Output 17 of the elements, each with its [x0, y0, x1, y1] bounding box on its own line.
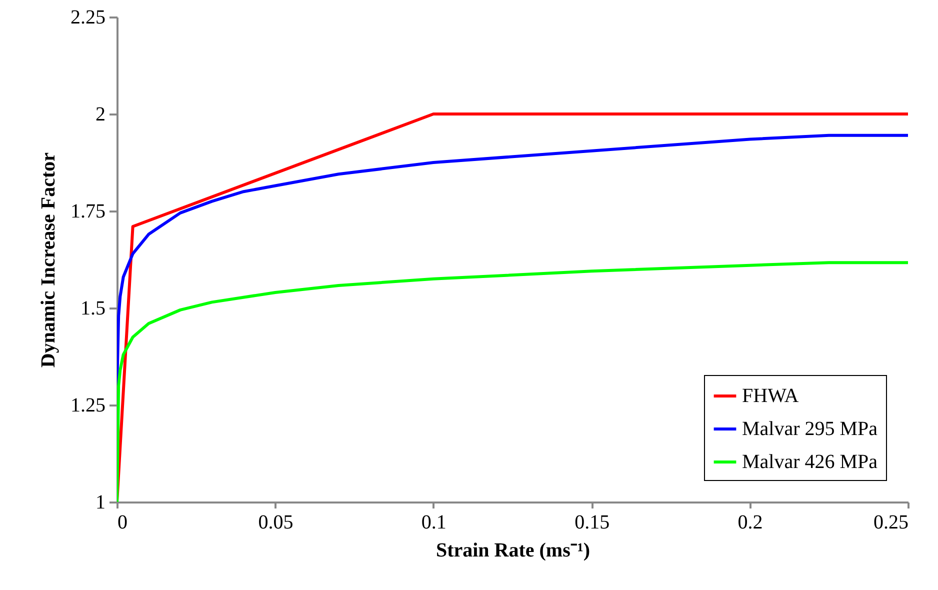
x-tick-label: 0.25: [874, 512, 908, 534]
y-tick-label: 2: [96, 104, 106, 126]
x-tick-label: 0.1: [421, 512, 446, 534]
x-tick-label: 0: [118, 512, 128, 534]
y-tick-label: 1.25: [70, 394, 106, 416]
x-tick-label: 0.05: [258, 512, 294, 534]
y-tick-label: 2.25: [70, 6, 106, 28]
x-tick-label: 0.15: [574, 512, 610, 534]
y-tick-label: 1.5: [80, 298, 106, 320]
y-axis-title: Dynamic Increase Factor: [38, 152, 60, 368]
legend-label: Malvar 295 MPa: [742, 418, 878, 440]
x-axis-title: Strain Rate (ms⁻¹): [436, 540, 590, 562]
y-tick-label: 1: [96, 492, 106, 514]
y-tick-label: 1.75: [70, 200, 106, 222]
x-tick-label: 0.2: [738, 512, 763, 534]
legend-label: Malvar 426 MPa: [742, 451, 878, 473]
legend-label: FHWA: [742, 385, 800, 407]
